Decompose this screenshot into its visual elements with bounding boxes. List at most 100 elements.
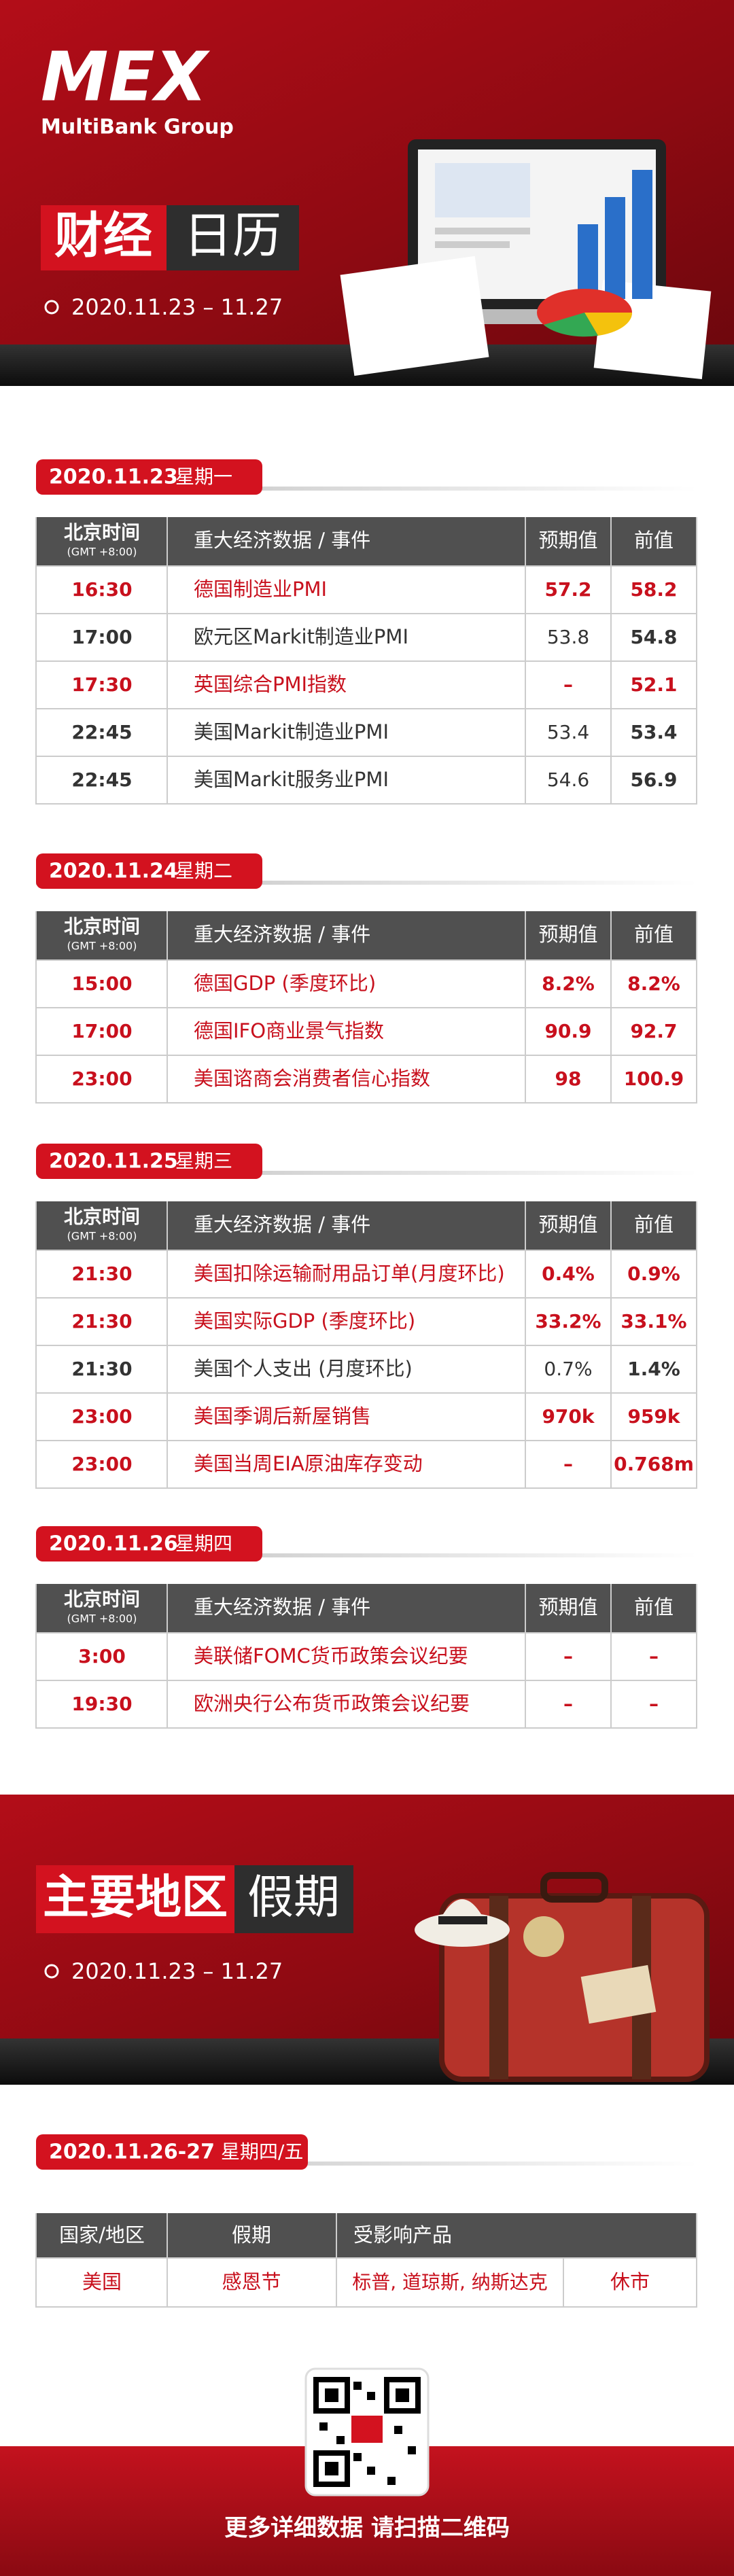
weekday: 星期四/五 <box>221 2140 303 2163</box>
footer-text: 更多详细数据 请扫描二维码 <box>224 2515 510 2542</box>
forecast: 8.2% <box>542 972 595 995</box>
date: 2020.11.25 <box>49 1150 178 1174</box>
event: 欧元区Markit制造业PMI <box>194 625 408 648</box>
weekday: 星期三 <box>175 1150 232 1172</box>
suitcase-illustration <box>415 1872 710 2082</box>
date-tab <box>36 1144 262 1179</box>
event: 美国扣除运输耐用品订单(月度环比) <box>194 1262 505 1285</box>
title-box-red <box>41 205 167 270</box>
col-header: 假期 <box>232 2223 271 2246</box>
forecast: – <box>563 673 573 696</box>
forecast: 0.4% <box>542 1263 595 1285</box>
tab-line <box>36 2162 697 2166</box>
col-header: 预期值 <box>538 1595 597 1619</box>
date: 2020.11.26-27 <box>49 2140 215 2164</box>
col-header: 前值 <box>634 1213 674 1236</box>
previous: 54.8 <box>630 626 677 648</box>
forecast: 98 <box>555 1068 582 1090</box>
col-header: 预期值 <box>538 1213 597 1236</box>
title-box-red <box>36 1865 234 1933</box>
status: 休市 <box>610 2270 650 2293</box>
time: 21:30 <box>71 1263 132 1285</box>
date-tab <box>36 459 262 495</box>
date: 2020.11.23 <box>49 465 178 489</box>
event: 英国综合PMI指数 <box>194 673 347 696</box>
forecast: – <box>563 1693 573 1715</box>
previous: 53.4 <box>630 721 677 743</box>
event: 美国个人支出 (月度环比) <box>194 1357 413 1380</box>
previous: 100.9 <box>624 1068 684 1090</box>
previous: 52.1 <box>630 673 677 696</box>
time: 22:45 <box>71 769 132 791</box>
tab-line <box>36 1171 697 1175</box>
previous: – <box>649 1645 659 1668</box>
col-header: 前值 <box>634 529 674 552</box>
date-tab <box>36 1526 262 1562</box>
event: 欧洲央行公布货币政策会议纪要 <box>194 1692 470 1715</box>
date-tab <box>36 853 262 889</box>
previous: 33.1% <box>621 1310 686 1333</box>
forecast: 0.7% <box>544 1358 592 1380</box>
table-row <box>35 565 697 614</box>
col-header-sub: (GMT +8:00) <box>67 1230 137 1243</box>
col-header: 北京时间 <box>64 521 140 544</box>
forecast: 54.6 <box>547 769 589 791</box>
weekday: 星期一 <box>175 465 232 488</box>
time: 22:45 <box>71 721 132 743</box>
time: 21:30 <box>71 1310 132 1333</box>
col-header: 重大经济数据 / 事件 <box>194 923 370 946</box>
event: 美国当周EIA原油库存变动 <box>194 1452 423 1475</box>
title: 日历 <box>184 207 281 264</box>
products: 标普, 道琼斯, 纳斯达克 <box>352 2271 548 2293</box>
event: 德国制造业PMI <box>194 578 327 601</box>
table-row <box>35 708 697 757</box>
col-header: 前值 <box>634 1595 674 1619</box>
table-header <box>36 2213 697 2258</box>
forecast: – <box>563 1453 573 1475</box>
date-range: 2020.11.23 – 11.27 <box>71 294 283 320</box>
tab-line <box>36 1553 697 1557</box>
bullet <box>44 1964 59 1979</box>
forecast: 57.2 <box>544 578 591 601</box>
col-header: 重大经济数据 / 事件 <box>194 1213 370 1236</box>
forecast: 33.2% <box>535 1310 601 1333</box>
table-row <box>35 1297 697 1346</box>
holiday-date-range: 2020.11.23 – 11.27 <box>71 1958 283 1984</box>
previous: 0.768m <box>614 1453 694 1475</box>
table-header <box>36 911 697 960</box>
tab-line <box>36 881 697 885</box>
time: 21:30 <box>71 1358 132 1380</box>
time: 23:00 <box>71 1405 132 1428</box>
table-header <box>36 517 697 566</box>
logo-sub: MultiBank Group <box>41 116 234 139</box>
event: 美国Markit制造业PMI <box>194 720 389 743</box>
previous: 92.7 <box>630 1020 677 1042</box>
event: 德国GDP (季度环比) <box>194 972 376 995</box>
date-tab <box>36 2134 308 2170</box>
col-header: 前值 <box>634 923 674 946</box>
previous: – <box>649 1693 659 1715</box>
event: 美联储FOMC货币政策会议纪要 <box>194 1644 468 1668</box>
event: 美国季调后新屋销售 <box>194 1405 371 1428</box>
col-header: 北京时间 <box>64 1205 140 1228</box>
col-header-sub: (GMT +8:00) <box>67 546 137 559</box>
previous: 56.9 <box>630 769 677 791</box>
event: 美国谘商会消费者信心指数 <box>194 1067 430 1090</box>
title-box-dark <box>167 205 299 270</box>
table-header <box>36 1584 697 1633</box>
bullet <box>44 300 59 315</box>
date: 2020.11.24 <box>49 860 178 883</box>
col-header: 预期值 <box>538 923 597 946</box>
col-header: 北京时间 <box>64 915 140 938</box>
col-header: 重大经济数据 / 事件 <box>194 529 370 552</box>
qr-code <box>304 2367 430 2496</box>
holiday-title: 主要地区 <box>43 1871 228 1925</box>
forecast: 53.8 <box>547 626 589 648</box>
time: 23:00 <box>71 1068 132 1090</box>
holiday-title: 假期 <box>247 1871 340 1925</box>
forecast: – <box>563 1645 573 1668</box>
col-header: 国家/地区 <box>59 2223 145 2246</box>
table-row <box>35 1345 697 1394</box>
previous: 8.2% <box>627 972 680 995</box>
